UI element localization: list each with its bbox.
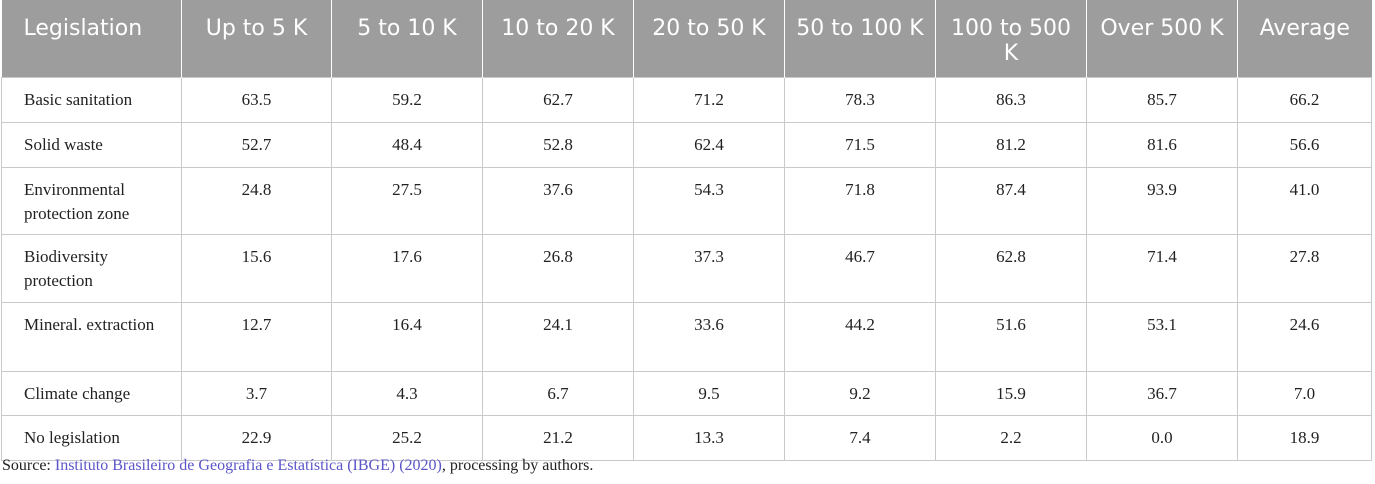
cell-value: 22.9 <box>181 415 332 461</box>
cell-value: 24.6 <box>1237 302 1372 372</box>
cell-value: 62.8 <box>935 234 1087 303</box>
cell-value: 2.2 <box>935 415 1087 461</box>
table-row: Biodiversity protection 15.6 17.6 26.8 37.3 4… <box>1 234 1372 303</box>
cell-value: 63.5 <box>181 77 332 123</box>
table-row: Basic sanitation 63.5 59.2 62.7 71.2 78.3 86.3… <box>1 77 1372 123</box>
row-label: Solid waste <box>1 122 182 168</box>
column-header: 50 to 100 K <box>784 0 936 78</box>
cell-value: 6.7 <box>482 371 634 416</box>
cell-value: 9.2 <box>784 371 936 416</box>
cell-value: 12.7 <box>181 302 332 372</box>
cell-value: 37.3 <box>633 234 785 303</box>
column-header: Over 500 K <box>1086 0 1238 78</box>
table-body: Basic sanitation 63.5 59.2 62.7 71.2 78.3 86.3… <box>1 77 1372 461</box>
column-header: 100 to 500 K <box>935 0 1087 78</box>
cell-value: 59.2 <box>331 77 483 123</box>
column-header: 10 to 20 K <box>482 0 634 78</box>
cell-value: 48.4 <box>331 122 483 168</box>
table-row: Solid waste 52.7 48.4 52.8 62.4 71.5 81.2 81.6 5… <box>1 122 1372 168</box>
cell-value: 0.0 <box>1086 415 1238 461</box>
cell-value: 16.4 <box>331 302 483 372</box>
row-label: Basic sanitation <box>1 77 182 123</box>
column-header: 20 to 50 K <box>633 0 785 78</box>
table-row: Climate change 3.7 4.3 6.7 9.5 9.2 15.9 36.7 7.0 <box>1 371 1372 416</box>
cell-value: 71.5 <box>784 122 936 168</box>
cell-value: 27.5 <box>331 167 483 235</box>
cell-value: 85.7 <box>1086 77 1238 123</box>
cell-value: 24.8 <box>181 167 332 235</box>
cell-value: 33.6 <box>633 302 785 372</box>
cell-value: 51.6 <box>935 302 1087 372</box>
table-row: Environmental protection zone 24.8 27.5 37.… <box>1 167 1372 235</box>
row-label: Mineral. extraction <box>1 302 182 372</box>
column-header: Legislation <box>1 0 182 78</box>
cell-value: 46.7 <box>784 234 936 303</box>
cell-value: 81.6 <box>1086 122 1238 168</box>
column-header: 5 to 10 K <box>331 0 483 78</box>
cell-value: 54.3 <box>633 167 785 235</box>
cell-value: 7.4 <box>784 415 936 461</box>
cell-value: 18.9 <box>1237 415 1372 461</box>
cell-value: 13.3 <box>633 415 785 461</box>
cell-value: 27.8 <box>1237 234 1372 303</box>
source-note: Source: Instituto Brasileiro de Geografia… <box>2 457 593 475</box>
row-label: Biodiversity protection <box>1 234 182 303</box>
row-label: No legislation <box>1 415 182 461</box>
column-header: Average <box>1237 0 1372 78</box>
cell-value: 17.6 <box>331 234 483 303</box>
cell-value: 56.6 <box>1237 122 1372 168</box>
cell-value: 86.3 <box>935 77 1087 123</box>
cell-value: 3.7 <box>181 371 332 416</box>
cell-value: 53.1 <box>1086 302 1238 372</box>
cell-value: 52.8 <box>482 122 634 168</box>
cell-value: 9.5 <box>633 371 785 416</box>
cell-value: 52.7 <box>181 122 332 168</box>
cell-value: 7.0 <box>1237 371 1372 416</box>
cell-value: 36.7 <box>1086 371 1238 416</box>
cell-value: 71.4 <box>1086 234 1238 303</box>
cell-value: 4.3 <box>331 371 483 416</box>
source-prefix: Source: <box>2 457 51 474</box>
row-label: Environmental protection zone <box>1 167 182 235</box>
cell-value: 62.7 <box>482 77 634 123</box>
table-row: No legislation 22.9 25.2 21.2 13.3 7.4 2.2 0.0 1… <box>1 415 1372 461</box>
cell-value: 24.1 <box>482 302 634 372</box>
cell-value: 71.2 <box>633 77 785 123</box>
cell-value: 26.8 <box>482 234 634 303</box>
cell-value: 66.2 <box>1237 77 1372 123</box>
cell-value: 78.3 <box>784 77 936 123</box>
cell-value: 37.6 <box>482 167 634 235</box>
source-suffix: , processing by authors. <box>441 457 594 474</box>
column-header: Up to 5 K <box>181 0 332 78</box>
cell-value: 44.2 <box>784 302 936 372</box>
row-label: Climate change <box>1 371 182 416</box>
source-link[interactable]: Instituto Brasileiro de Geografia e Esta… <box>54 457 442 474</box>
cell-value: 87.4 <box>935 167 1087 235</box>
cell-value: 71.8 <box>784 167 936 235</box>
cell-value: 25.2 <box>331 415 483 461</box>
cell-value: 62.4 <box>633 122 785 168</box>
table-row: Mineral. extraction 12.7 16.4 24.1 33.6 44.2 5… <box>1 302 1372 372</box>
cell-value: 81.2 <box>935 122 1087 168</box>
cell-value: 15.6 <box>181 234 332 303</box>
cell-value: 93.9 <box>1086 167 1238 235</box>
cell-value: 41.0 <box>1237 167 1372 235</box>
cell-value: 15.9 <box>935 371 1087 416</box>
cell-value: 21.2 <box>482 415 634 461</box>
